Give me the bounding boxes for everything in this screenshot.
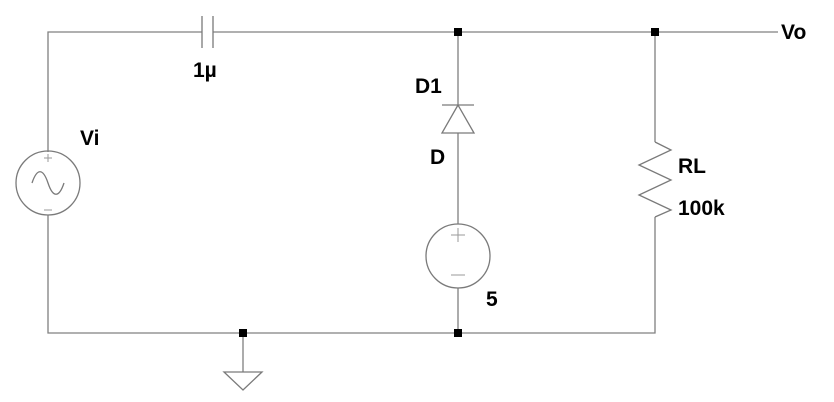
junction-nodes <box>239 28 659 337</box>
diode-symbol <box>440 103 476 134</box>
capacitor-symbol <box>201 16 214 48</box>
ground-icon <box>222 371 264 391</box>
wires <box>47 31 778 372</box>
sine-wave-icon <box>31 171 65 195</box>
wire-resistor-to-ground <box>47 215 656 334</box>
dc-source-value-label: 5 <box>486 288 498 311</box>
node-bottom-dc-source <box>454 329 462 337</box>
source-name-label: Vi <box>80 127 99 150</box>
wire-source-to-capacitor <box>47 31 202 152</box>
ac-source-plus-sign <box>44 154 52 162</box>
ac-source-symbol <box>15 150 81 216</box>
node-bottom-ground <box>239 329 247 337</box>
diode-name-label: D1 <box>415 75 442 98</box>
dc-source-symbol <box>425 223 491 289</box>
resistor-value-label: 100k <box>678 197 725 220</box>
dc-source-plus-sign <box>451 228 465 242</box>
resistor-name-label: RL <box>678 155 706 178</box>
node-top-resistor <box>651 28 659 36</box>
resistor-symbol <box>637 141 673 218</box>
output-net-label: Vo <box>781 21 806 44</box>
capacitor-value-label: 1µ <box>193 59 217 82</box>
node-top-diode <box>454 28 462 36</box>
diode-model-label: D <box>430 146 445 169</box>
